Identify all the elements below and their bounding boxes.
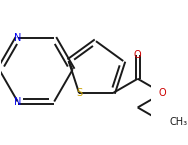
Text: O: O [159, 88, 166, 98]
Text: N: N [14, 33, 21, 43]
Text: CH₃: CH₃ [170, 117, 188, 127]
Text: N: N [14, 97, 21, 107]
Text: S: S [76, 88, 82, 98]
Text: O: O [134, 50, 142, 60]
